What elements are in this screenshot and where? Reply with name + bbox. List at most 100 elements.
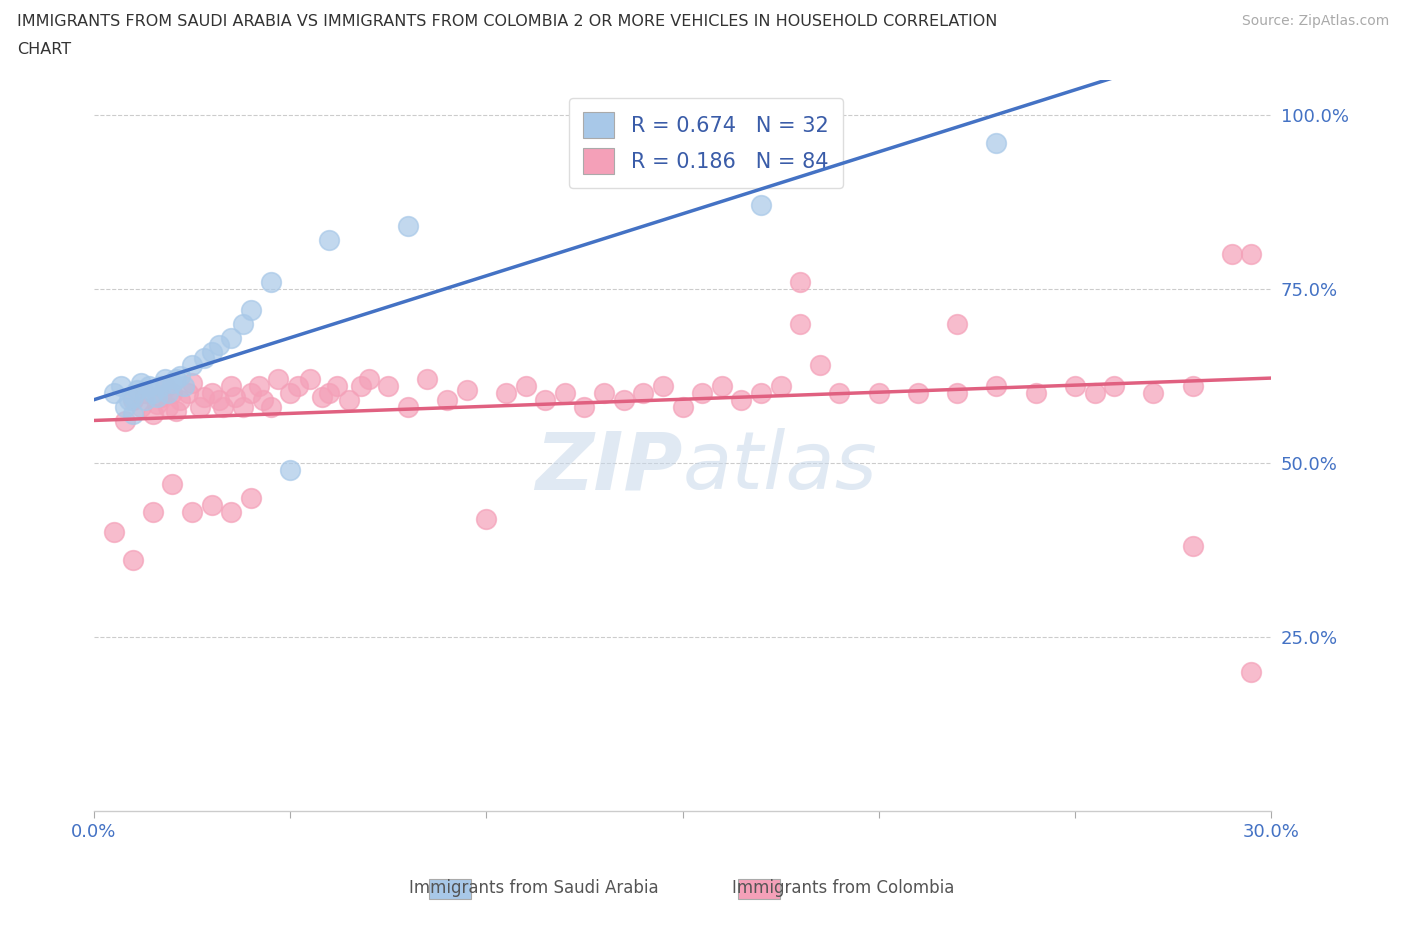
- Point: [593, 386, 616, 401]
- Point: [232, 400, 254, 415]
- Point: [769, 379, 792, 393]
- Point: [219, 330, 242, 345]
- Text: Immigrants from Saudi Arabia: Immigrants from Saudi Arabia: [409, 879, 659, 897]
- Point: [122, 552, 145, 567]
- Point: [318, 232, 340, 247]
- Point: [127, 382, 149, 397]
- Point: [122, 406, 145, 421]
- Point: [157, 386, 180, 401]
- Point: [396, 400, 419, 415]
- Point: [475, 512, 498, 526]
- Legend: R = 0.674   N = 32, R = 0.186   N = 84: R = 0.674 N = 32, R = 0.186 N = 84: [568, 98, 844, 188]
- Point: [311, 390, 333, 405]
- Point: [808, 358, 831, 373]
- Point: [946, 386, 969, 401]
- Point: [201, 498, 224, 512]
- Point: [193, 390, 215, 405]
- Point: [145, 390, 167, 405]
- Point: [456, 382, 478, 397]
- Point: [162, 386, 184, 401]
- Point: [181, 504, 204, 519]
- Point: [103, 525, 125, 540]
- Point: [212, 400, 235, 415]
- Point: [252, 392, 274, 407]
- Point: [142, 406, 165, 421]
- Point: [177, 386, 200, 401]
- Point: [173, 379, 195, 393]
- Point: [114, 414, 136, 429]
- Text: IMMIGRANTS FROM SAUDI ARABIA VS IMMIGRANTS FROM COLOMBIA 2 OR MORE VEHICLES IN H: IMMIGRANTS FROM SAUDI ARABIA VS IMMIGRAN…: [17, 14, 997, 29]
- Point: [1181, 379, 1204, 393]
- Text: ZIP: ZIP: [536, 429, 682, 506]
- Point: [165, 404, 187, 418]
- Point: [515, 379, 537, 393]
- Point: [287, 379, 309, 393]
- Point: [318, 386, 340, 401]
- Point: [534, 392, 557, 407]
- Point: [122, 390, 145, 405]
- Point: [239, 302, 262, 317]
- Point: [1064, 379, 1087, 393]
- Point: [114, 400, 136, 415]
- Point: [239, 490, 262, 505]
- Point: [208, 337, 231, 352]
- Point: [357, 372, 380, 387]
- Point: [710, 379, 733, 393]
- Point: [868, 386, 890, 401]
- Point: [633, 386, 655, 401]
- Point: [730, 392, 752, 407]
- Point: [396, 219, 419, 233]
- Point: [181, 358, 204, 373]
- Point: [828, 386, 851, 401]
- Point: [613, 392, 636, 407]
- Point: [946, 316, 969, 331]
- Point: [247, 379, 270, 393]
- Point: [495, 386, 517, 401]
- Point: [134, 386, 156, 401]
- Point: [129, 400, 152, 415]
- Point: [1240, 246, 1263, 261]
- Point: [145, 396, 167, 411]
- Point: [690, 386, 713, 401]
- Point: [103, 386, 125, 401]
- Point: [232, 316, 254, 331]
- Point: [278, 386, 301, 401]
- Point: [651, 379, 673, 393]
- Point: [153, 379, 176, 393]
- Point: [267, 372, 290, 387]
- Point: [554, 386, 576, 401]
- Text: atlas: atlas: [682, 429, 877, 506]
- Point: [193, 351, 215, 365]
- Point: [157, 400, 180, 415]
- Point: [259, 400, 281, 415]
- Point: [789, 316, 811, 331]
- Point: [749, 198, 772, 213]
- Point: [138, 379, 160, 393]
- Point: [907, 386, 929, 401]
- Point: [416, 372, 439, 387]
- Point: [122, 392, 145, 407]
- Point: [986, 379, 1008, 393]
- Point: [165, 372, 187, 387]
- Point: [239, 386, 262, 401]
- Point: [377, 379, 399, 393]
- Point: [201, 344, 224, 359]
- Point: [326, 379, 349, 393]
- Point: [219, 379, 242, 393]
- Point: [142, 504, 165, 519]
- Point: [208, 392, 231, 407]
- Point: [1240, 664, 1263, 679]
- Point: [337, 392, 360, 407]
- Point: [110, 379, 132, 393]
- Point: [149, 379, 172, 393]
- Text: CHART: CHART: [17, 42, 70, 57]
- Point: [671, 400, 693, 415]
- Point: [129, 376, 152, 391]
- Point: [1220, 246, 1243, 261]
- Point: [986, 135, 1008, 150]
- Point: [749, 386, 772, 401]
- Point: [169, 392, 191, 407]
- Point: [278, 462, 301, 477]
- Point: [1025, 386, 1047, 401]
- Point: [188, 400, 211, 415]
